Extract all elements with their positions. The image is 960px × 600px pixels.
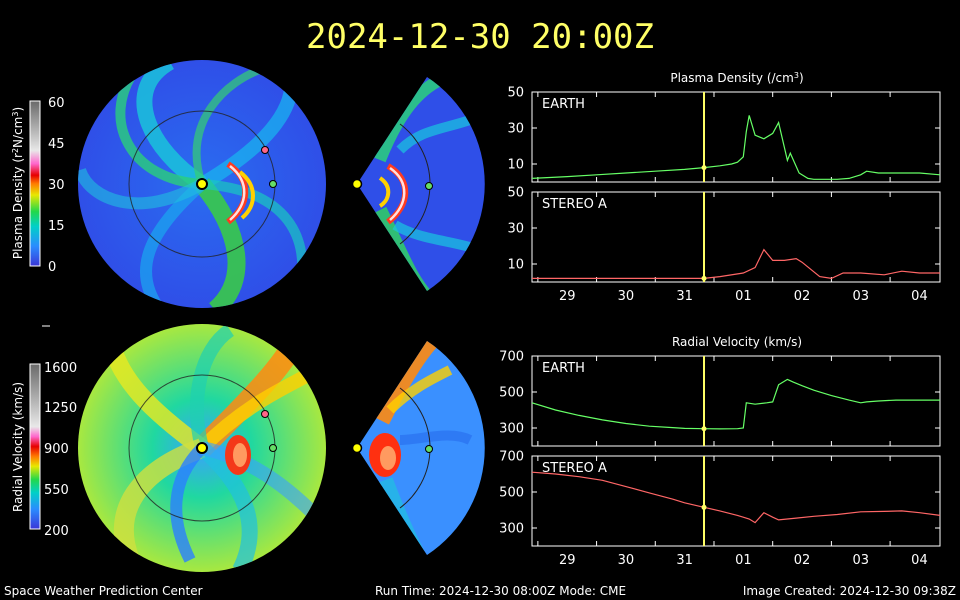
series-line-stereo-a: [531, 471, 941, 524]
y-tick-label: 500: [499, 486, 524, 501]
x-tick-label: 04: [911, 289, 928, 304]
series-line-earth: [531, 378, 940, 430]
velocity-colorbar: 1600 1250 900 550 200 Radial Velocity (k…: [11, 361, 77, 539]
density-tick: 60: [48, 96, 65, 111]
footer-image-created: Image Created: 2024-12-30 09:38Z: [743, 584, 956, 598]
velocity-tick: 1600: [44, 361, 77, 376]
current-time-marker: [701, 165, 707, 171]
panel-label: EARTH: [542, 361, 585, 376]
density-chart-title: Plasma Density (/cm3): [670, 71, 803, 86]
stereo-a-marker: [261, 146, 269, 154]
y-tick-label: 50: [507, 186, 524, 201]
velocity-ecliptic-map: [78, 324, 326, 572]
chart-panel-earth: 700 500 300 EARTH: [499, 350, 941, 447]
y-tick-label: 700: [499, 450, 524, 465]
current-time-marker: [701, 426, 707, 432]
y-tick-label: 30: [507, 122, 524, 137]
earth-marker: [269, 444, 277, 452]
velocity-tick: 200: [44, 524, 69, 539]
y-tick-label: 10: [507, 258, 524, 273]
panel-frame: [531, 91, 941, 183]
chart-panel-stereo-a: 700 500 300 29 30 31 01 02 03 04 STEREO A: [499, 450, 941, 568]
x-tick-label: 31: [676, 289, 693, 304]
x-tick-label: 30: [618, 289, 635, 304]
y-tick-label: 50: [507, 86, 524, 101]
sun-marker: [351, 442, 363, 454]
density-colorbar: 60 45 30 15 0 Plasma Density (r2N/cm3): [11, 96, 65, 275]
velocity-chart-title: Radial Velocity (km/s): [672, 335, 802, 349]
velocity-meridional-map: [351, 341, 485, 555]
density-tick: 0: [48, 260, 56, 275]
x-tick-label: 31: [676, 553, 693, 568]
velocity-tick: 550: [44, 483, 69, 498]
chart-panel-stereo-a: 50 30 10 29 30 31 01 02 03 04 STEREO A: [507, 186, 941, 304]
series-line-stereo-a: [532, 248, 940, 280]
panel-frame: [531, 355, 941, 447]
x-tick-label: 01: [735, 553, 752, 568]
y-tick-label: 10: [507, 158, 524, 173]
density-tick: 30: [48, 178, 65, 193]
panel-label: STEREO A: [542, 461, 607, 476]
density-tick: 45: [48, 137, 65, 152]
sun-marker: [196, 442, 208, 454]
stereo-a-marker: [261, 410, 269, 418]
y-tick-label: 500: [499, 386, 524, 401]
x-tick-label: 30: [618, 553, 635, 568]
current-time-marker: [701, 504, 707, 510]
velocity-tick: 900: [44, 442, 69, 457]
x-tick-label: 03: [852, 553, 869, 568]
footer-center-name: Space Weather Prediction Center: [4, 584, 203, 598]
sun-marker: [196, 178, 208, 190]
chart-panel-earth: 50 30 10 EARTH: [507, 86, 941, 183]
current-time-marker: [701, 275, 707, 281]
y-tick-label: 700: [499, 350, 524, 365]
y-tick-label: 30: [507, 222, 524, 237]
y-tick-label: 300: [499, 522, 524, 537]
density-colorbar-label: Plasma Density (r2N/cm3): [11, 107, 26, 259]
x-tick-label: 03: [852, 289, 869, 304]
panel-frame: [531, 455, 941, 547]
figure-timestamp: 2024-12-30 20:00Z: [306, 17, 654, 57]
footer-run-info: Run Time: 2024-12-30 08:00Z Mode: CME: [375, 584, 626, 598]
density-tick: 15: [48, 219, 65, 234]
earth-marker: [425, 182, 433, 190]
density-ecliptic-map: [78, 60, 326, 308]
x-tick-label: 29: [559, 289, 576, 304]
velocity-tick: 1250: [44, 401, 77, 416]
sun-marker: [351, 178, 363, 190]
earth-marker: [425, 445, 433, 453]
velocity-colorbar-label: Radial Velocity (km/s): [11, 382, 25, 512]
x-tick-label: 02: [794, 289, 811, 304]
x-tick-label: 04: [911, 553, 928, 568]
x-tick-label: 02: [794, 553, 811, 568]
panel-label: EARTH: [542, 97, 585, 112]
series-line-earth: [531, 115, 941, 180]
density-meridional-map: [351, 77, 485, 291]
panel-frame: [531, 191, 941, 283]
panel-label: STEREO A: [542, 197, 607, 212]
y-tick-label: 300: [499, 422, 524, 437]
earth-marker: [269, 180, 277, 188]
x-tick-label: 01: [735, 289, 752, 304]
x-tick-label: 29: [559, 553, 576, 568]
